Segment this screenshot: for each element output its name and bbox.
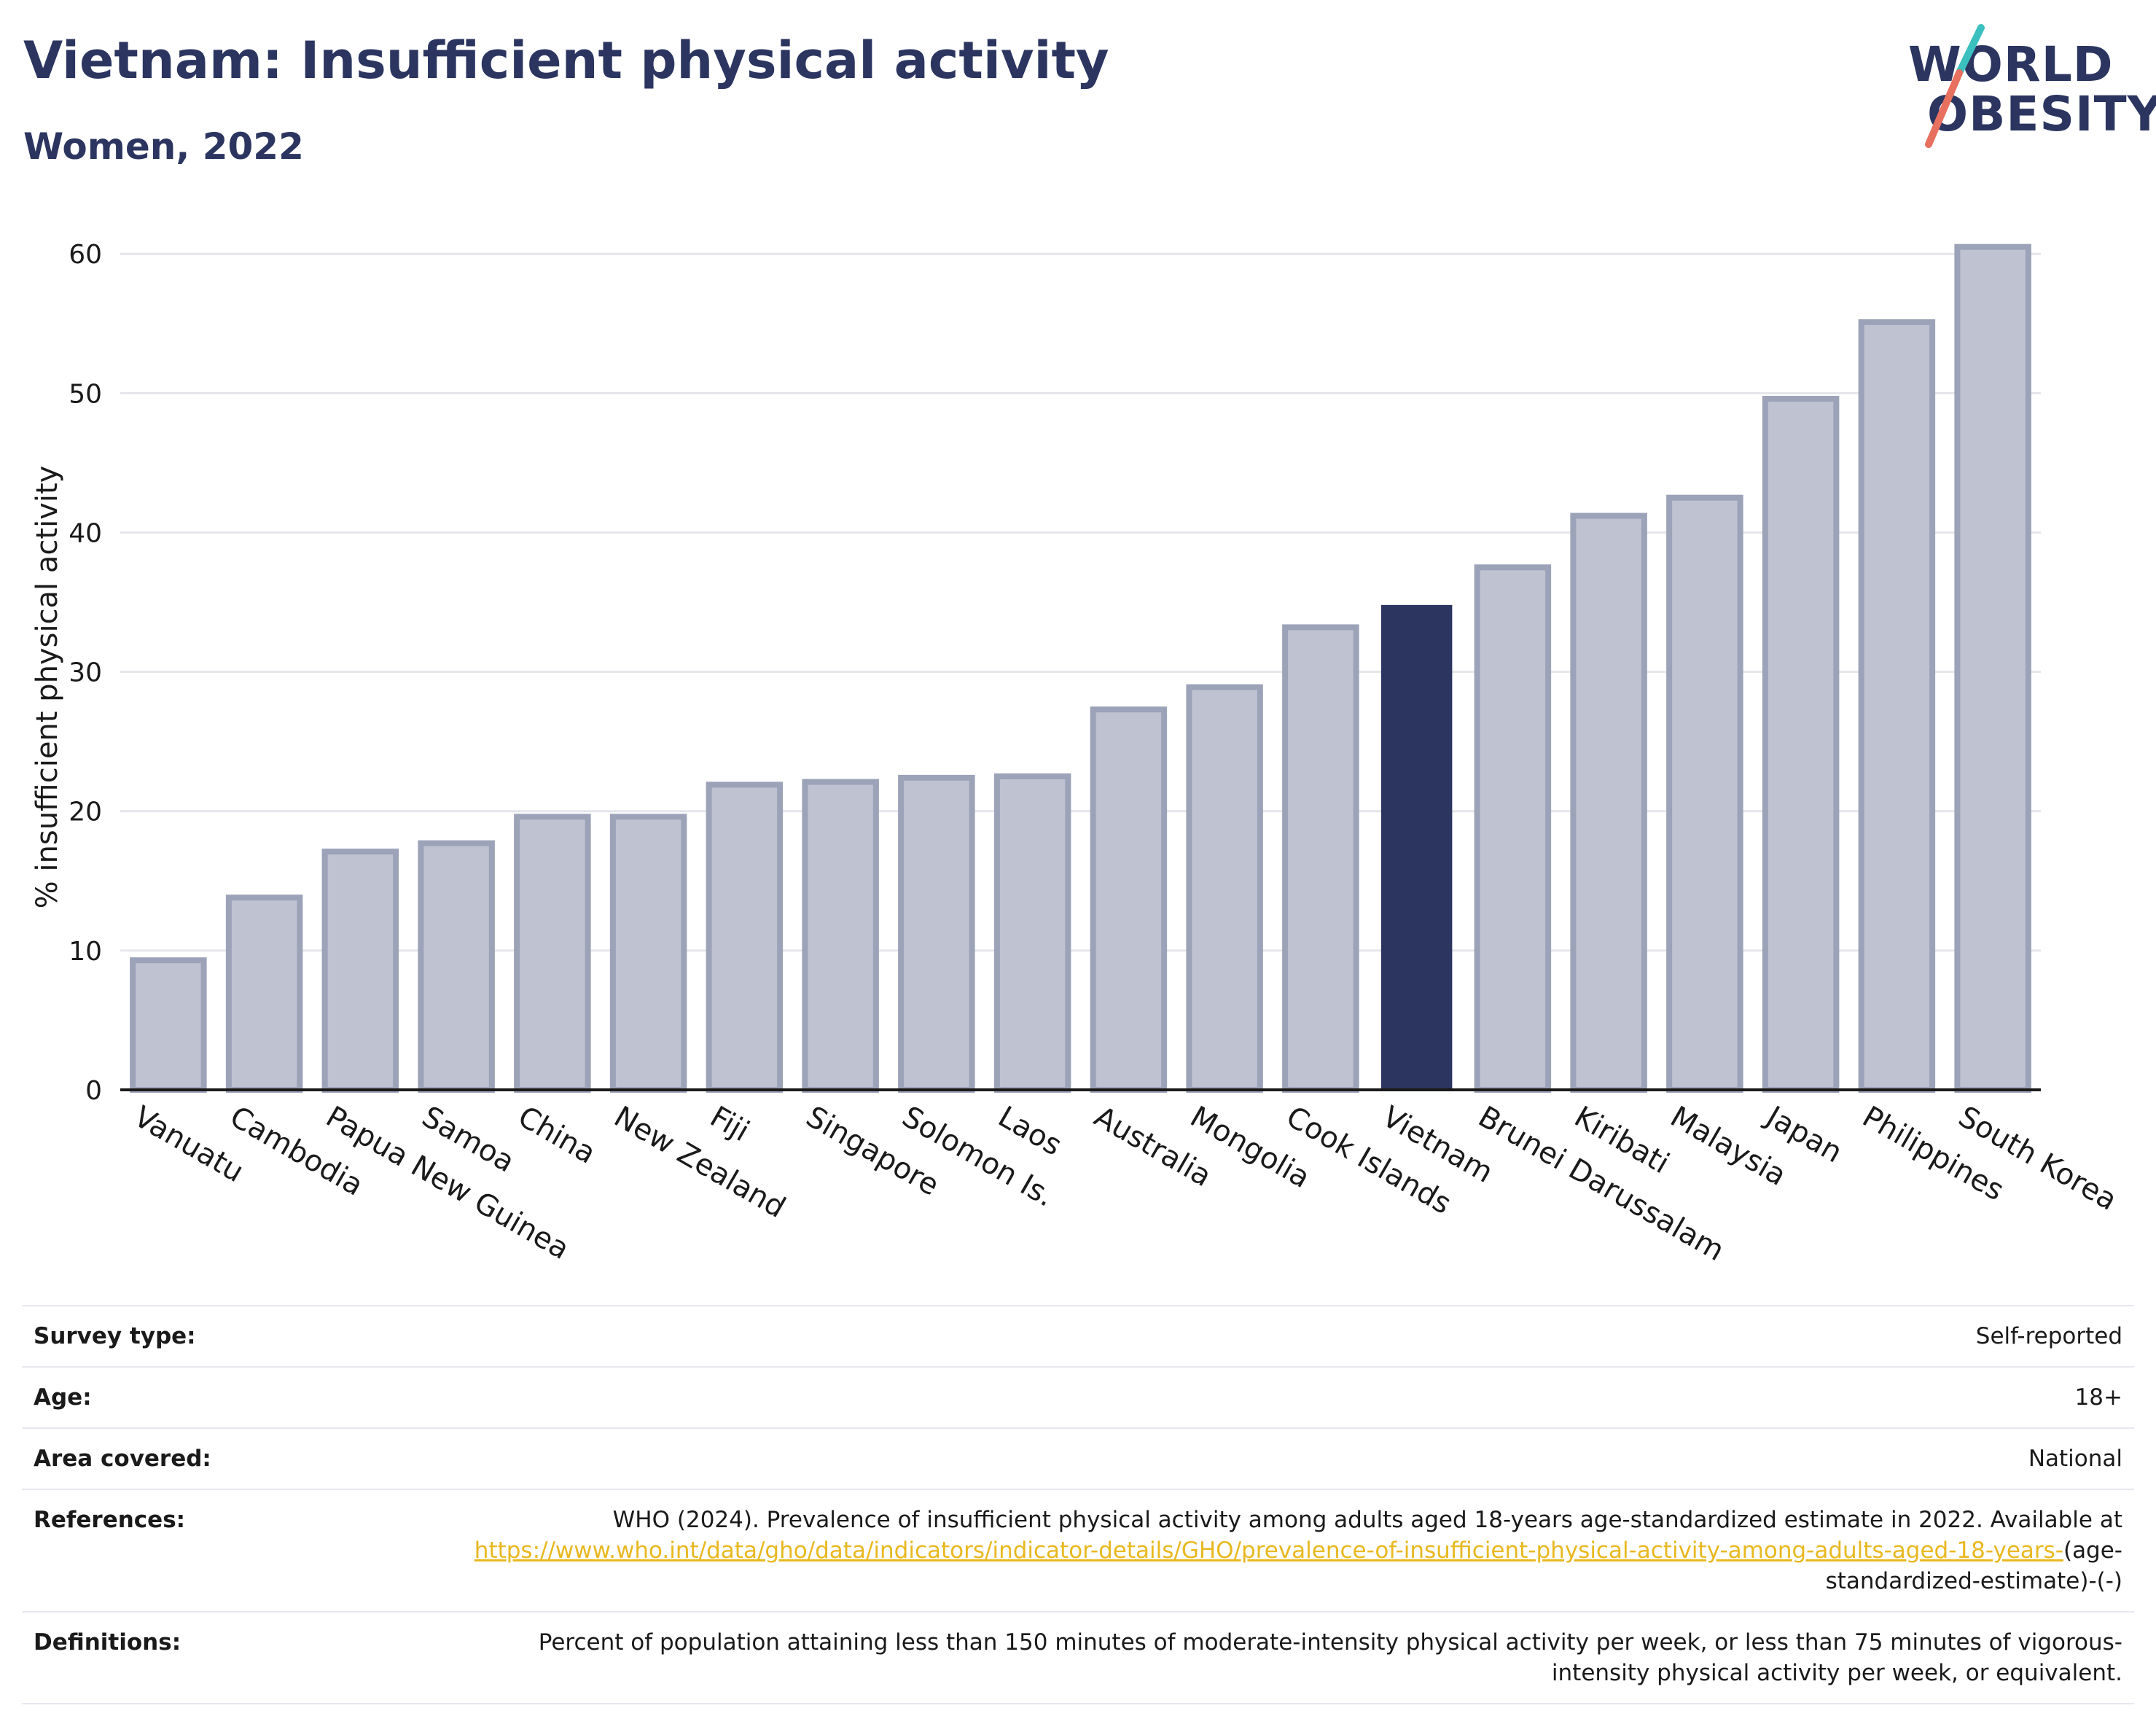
bar-samoa: [418, 840, 495, 1093]
x-tick-label: Vanuatu: [128, 1100, 249, 1189]
chart-subtitle: Women, 2022: [23, 125, 304, 168]
meta-row-age: Age: 18+: [22, 1366, 2134, 1427]
references-value: WHO (2024). Prevalence of insufficient p…: [446, 1505, 2122, 1596]
y-tick-label: 50: [69, 379, 102, 409]
logo-text-world: WORLD: [1908, 36, 2114, 93]
bar-cambodia: [225, 894, 303, 1093]
y-tick-label: 40: [69, 518, 102, 548]
meta-row-area: Area covered: National: [22, 1427, 2134, 1489]
bar-solomon-is-: [898, 774, 975, 1093]
bar-laos: [993, 773, 1071, 1093]
bar-cook-islands: [1282, 624, 1359, 1093]
chart-title: Vietnam: Insufficient physical activity: [23, 31, 1109, 90]
logo-slash-icon: [1925, 24, 1985, 148]
bar-kiribati: [1570, 512, 1647, 1093]
logo-text-obesity: OBESITY: [1927, 86, 2156, 142]
meta-row-definitions: Definitions: Percent of population attai…: [22, 1611, 2134, 1704]
bar-singapore: [802, 779, 879, 1093]
meta-row-references: References: WHO (2024). Prevalence of in…: [22, 1489, 2134, 1611]
metadata-table: Survey type: Self-reported Age: 18+ Area…: [22, 1305, 2134, 1704]
references-suffix: (age-standardized-estimate)-(-): [1825, 1537, 2122, 1594]
references-text: WHO (2024). Prevalence of insufficient p…: [612, 1507, 2122, 1533]
age-label: Age:: [34, 1384, 92, 1411]
bar-chart: 0 10 20 30 40 50 60 % insufficient physical act…: [31, 240, 2122, 1268]
x-tick-label: South Korea: [1953, 1100, 2122, 1217]
y-tick-label: 0: [85, 1076, 102, 1106]
area-label: Area covered:: [34, 1446, 211, 1472]
world-obesity-logo: WORLD OBESITY: [1895, 22, 2156, 153]
bar-mongolia: [1186, 684, 1263, 1093]
bar-vanuatu: [130, 957, 207, 1093]
survey-type-value: Self-reported: [1975, 1323, 2122, 1349]
age-value: 18+: [2074, 1384, 2122, 1411]
y-tick-label: 60: [69, 240, 102, 270]
definitions-value: Percent of population attaining less tha…: [538, 1629, 2122, 1686]
bar-china: [514, 814, 591, 1093]
y-axis-label: % insufficient physical activity: [31, 466, 64, 909]
y-tick-label: 10: [69, 937, 102, 967]
y-tick-label: 30: [69, 658, 102, 688]
meta-row-survey-type: Survey type: Self-reported: [22, 1305, 2134, 1366]
bar-australia: [1090, 706, 1168, 1093]
area-value: National: [2028, 1446, 2122, 1472]
definitions-label: Definitions:: [34, 1629, 181, 1656]
y-tick-label: 20: [69, 798, 102, 827]
bar-papua-new-guinea: [321, 849, 399, 1093]
bar-philippines: [1858, 319, 1936, 1093]
bar-fiji: [706, 781, 784, 1093]
bar-vietnam: [1380, 604, 1453, 1090]
bar-south-korea: [1954, 243, 2031, 1093]
x-tick-label: New Zealand: [609, 1100, 792, 1225]
x-tick-label: China: [512, 1100, 601, 1171]
bar-new-zealand: [609, 814, 687, 1093]
bar-malaysia: [1666, 494, 1743, 1093]
bar-brunei-darussalam: [1474, 564, 1552, 1093]
references-label: References:: [34, 1507, 186, 1533]
survey-type-label: Survey type:: [34, 1323, 196, 1349]
references-link[interactable]: https://www.who.int/data/gho/data/indica…: [474, 1537, 2063, 1564]
bar-japan: [1762, 396, 1840, 1093]
x-tick-label: Fiji: [704, 1100, 754, 1149]
